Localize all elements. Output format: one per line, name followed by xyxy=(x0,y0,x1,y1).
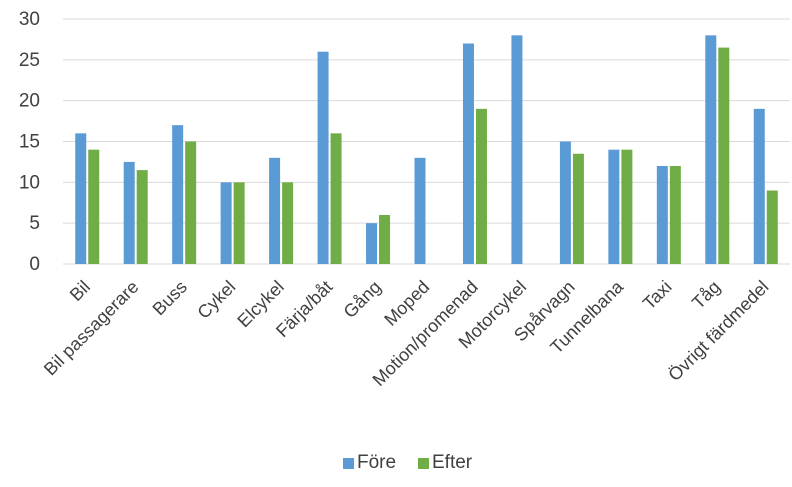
bar-efter xyxy=(233,182,245,264)
bar-fore xyxy=(656,166,668,264)
y-tick-label: 5 xyxy=(29,213,40,234)
bar-efter xyxy=(475,108,487,264)
y-tick-label: 0 xyxy=(29,254,40,275)
bar-fore xyxy=(559,141,571,264)
bar-efter xyxy=(766,190,778,264)
x-tick-label: Buss xyxy=(149,277,191,319)
legend-label: Efter xyxy=(432,452,473,473)
y-tick-label: 25 xyxy=(19,50,40,71)
x-tick-label: Tåg xyxy=(688,277,724,313)
y-tick-label: 15 xyxy=(19,132,40,153)
gridlines xyxy=(63,18,790,265)
bar-fore xyxy=(317,51,329,264)
legend-swatch xyxy=(343,458,354,469)
y-tick-label: 20 xyxy=(19,91,40,112)
bar-fore xyxy=(462,43,474,264)
bar-efter xyxy=(718,47,730,265)
bar-efter xyxy=(88,149,100,264)
x-tick-label: Bil xyxy=(66,277,94,305)
bar-efter xyxy=(572,153,584,264)
bar-fore xyxy=(511,35,523,265)
bar-fore xyxy=(123,161,135,264)
bar-efter xyxy=(136,170,148,264)
bar-fore xyxy=(366,223,378,264)
legend-label: Före xyxy=(357,452,396,473)
legend-swatch xyxy=(418,458,429,469)
bar-efter xyxy=(330,133,342,264)
bar-fore xyxy=(608,149,620,264)
x-tick-label: Taxi xyxy=(639,277,676,314)
x-tick-label: Cykel xyxy=(193,277,239,323)
y-axis-tick-labels: 0 5 10 15 20 25 30 xyxy=(19,9,40,275)
bar-fore xyxy=(269,157,281,264)
bar-efter xyxy=(669,166,681,264)
bar-fore xyxy=(414,157,426,264)
y-tick-label: 10 xyxy=(19,172,40,193)
bar-fore xyxy=(705,35,717,265)
legend: Före Efter xyxy=(343,452,473,473)
y-tick-label: 30 xyxy=(19,9,40,30)
x-tick-label: Gång xyxy=(340,277,385,322)
bar-fore xyxy=(172,125,184,265)
bar-fore xyxy=(75,133,87,264)
bar-fore xyxy=(753,108,765,264)
bars xyxy=(75,35,778,265)
bar-efter xyxy=(379,215,391,264)
bar-efter xyxy=(621,149,633,264)
bar-efter xyxy=(282,182,294,264)
bar-efter xyxy=(185,141,197,264)
bar-fore xyxy=(220,182,232,264)
